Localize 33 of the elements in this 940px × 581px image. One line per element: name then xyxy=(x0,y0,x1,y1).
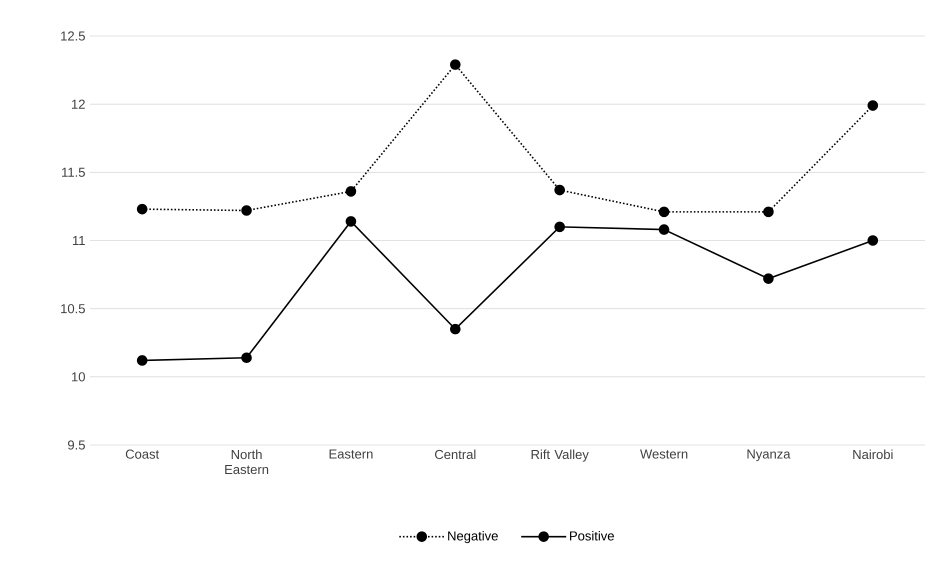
point xyxy=(658,224,670,235)
point xyxy=(136,204,148,214)
point xyxy=(241,205,252,216)
x-tick-label: Eastern xyxy=(330,450,372,459)
point xyxy=(868,100,878,111)
x-tick-label: Rift Valley xyxy=(532,450,589,462)
point xyxy=(658,206,670,218)
point xyxy=(554,222,565,232)
x-tick-label: Nyanza xyxy=(747,450,790,462)
x-tick-label: Nairobi xyxy=(853,450,893,460)
point xyxy=(241,352,252,364)
point xyxy=(763,273,774,284)
x-tick-label: North Eastern xyxy=(225,450,268,474)
y-tick-label: 10 xyxy=(72,372,85,382)
y-tick-label: 11 xyxy=(72,236,85,245)
legend-label: Positive xyxy=(570,530,614,541)
point xyxy=(450,59,461,70)
point xyxy=(346,216,356,227)
point xyxy=(554,184,565,196)
point xyxy=(136,355,148,366)
point xyxy=(763,206,774,218)
x-tick-label: Coast xyxy=(126,450,160,459)
y-tick-label: 10.5 xyxy=(61,304,85,314)
point xyxy=(868,235,878,246)
y-tick-label: 12.5 xyxy=(61,31,85,41)
y-tick-label: 12 xyxy=(72,100,85,109)
point xyxy=(450,324,461,334)
legend-label: Negative xyxy=(448,530,498,544)
y-tick-label: 11.5 xyxy=(62,168,85,177)
y-tick-label: 9.5 xyxy=(68,440,85,450)
point xyxy=(346,186,356,197)
x-tick-label: Central xyxy=(435,450,476,460)
x-tick-label: Western xyxy=(640,450,688,459)
